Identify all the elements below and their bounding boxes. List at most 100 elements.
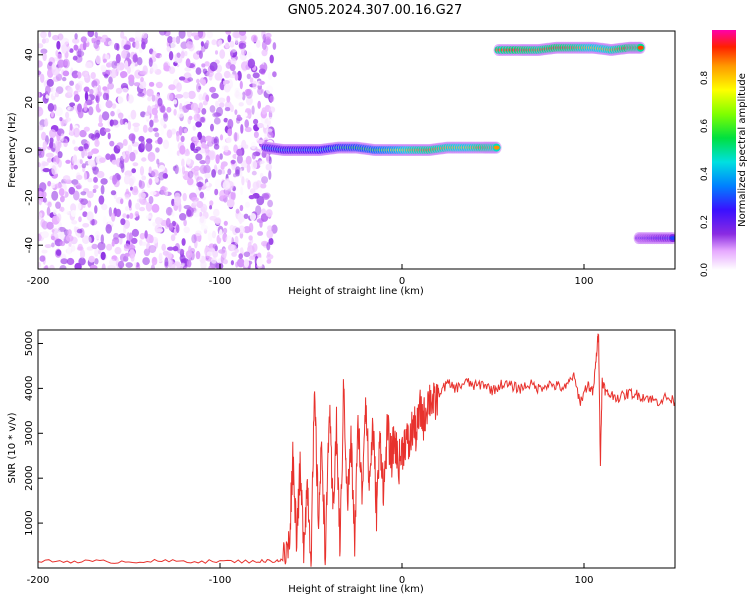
noise-speckle bbox=[211, 230, 217, 239]
noise-speckle bbox=[259, 64, 265, 70]
noise-speckle bbox=[44, 264, 49, 269]
noise-speckle bbox=[198, 50, 203, 59]
noise-speckle bbox=[40, 48, 48, 54]
noise-speckle bbox=[162, 139, 170, 150]
noise-speckle bbox=[245, 155, 252, 165]
noise-speckle bbox=[40, 31, 47, 39]
noise-speckle bbox=[223, 117, 229, 123]
noise-speckle bbox=[253, 131, 259, 139]
noise-speckle bbox=[93, 85, 98, 95]
y-tick-label: 20 bbox=[24, 96, 35, 109]
noise-speckle bbox=[98, 100, 105, 110]
noise-speckle bbox=[56, 213, 62, 223]
noise-speckle bbox=[172, 36, 177, 44]
colorbar-tick-label: 0.0 bbox=[700, 263, 710, 278]
noise-speckle bbox=[261, 107, 267, 115]
noise-speckle bbox=[179, 213, 187, 221]
noise-speckle bbox=[81, 149, 85, 159]
noise-speckle bbox=[102, 86, 108, 91]
noise-speckle bbox=[192, 125, 196, 131]
noise-speckle bbox=[165, 190, 169, 197]
noise-speckle bbox=[132, 54, 138, 63]
noise-speckle bbox=[106, 243, 113, 251]
x-tick-label: -200 bbox=[27, 276, 50, 287]
snr-x-label: Height of straight line (km) bbox=[288, 584, 424, 595]
noise-speckle bbox=[132, 185, 138, 193]
noise-speckle bbox=[77, 243, 83, 251]
noise-speckle bbox=[195, 121, 202, 128]
noise-speckle bbox=[78, 146, 84, 152]
noise-speckle bbox=[227, 34, 232, 43]
noise-speckle bbox=[105, 100, 113, 109]
noise-speckle bbox=[168, 223, 174, 231]
noise-speckle bbox=[94, 139, 100, 147]
noise-speckle bbox=[140, 241, 148, 246]
noise-speckle bbox=[257, 100, 262, 109]
noise-speckle bbox=[93, 184, 99, 190]
noise-speckle bbox=[111, 159, 118, 165]
noise-speckle bbox=[167, 36, 173, 44]
noise-speckle bbox=[155, 228, 164, 233]
noise-speckle bbox=[94, 248, 99, 257]
noise-speckle bbox=[246, 51, 252, 58]
noise-speckle bbox=[225, 235, 233, 244]
noise-speckle bbox=[85, 61, 93, 69]
noise-speckle bbox=[237, 70, 242, 81]
noise-speckle bbox=[178, 108, 185, 118]
noise-speckle bbox=[152, 222, 157, 227]
noise-speckle bbox=[73, 44, 79, 51]
noise-speckle bbox=[154, 132, 160, 138]
noise-speckle bbox=[91, 243, 98, 250]
noise-speckle bbox=[186, 209, 192, 218]
noise-speckle bbox=[137, 92, 145, 97]
noise-speckle bbox=[195, 146, 202, 151]
noise-speckle bbox=[77, 103, 82, 113]
noise-speckle bbox=[197, 131, 203, 141]
noise-speckle bbox=[107, 132, 111, 140]
noise-speckle bbox=[100, 66, 107, 73]
noise-speckle bbox=[52, 209, 57, 216]
noise-speckle bbox=[157, 137, 163, 145]
noise-speckle bbox=[158, 252, 163, 261]
noise-speckle bbox=[222, 180, 230, 191]
noise-speckle bbox=[251, 34, 258, 43]
noise-speckle bbox=[234, 109, 238, 115]
noise-speckle bbox=[257, 122, 264, 129]
colorbar: 0.0 0.2 0.4 0.6 0.8 Normalized spectral ampl… bbox=[700, 30, 748, 277]
noise-speckle bbox=[116, 174, 122, 181]
noise-speckle bbox=[234, 132, 238, 142]
noise-speckle bbox=[139, 166, 145, 176]
noise-speckle bbox=[156, 158, 160, 165]
noise-speckle bbox=[124, 60, 129, 70]
noise-speckle bbox=[94, 129, 100, 140]
noise-speckle bbox=[77, 80, 84, 86]
noise-speckle bbox=[181, 158, 185, 167]
noise-speckle bbox=[94, 258, 99, 265]
noise-speckle bbox=[233, 173, 237, 178]
noise-speckle bbox=[100, 184, 105, 195]
noise-speckle bbox=[67, 246, 72, 255]
noise-speckle bbox=[99, 157, 106, 163]
noise-speckle bbox=[129, 151, 136, 162]
noise-speckle bbox=[261, 40, 267, 51]
noise-speckle bbox=[250, 141, 257, 150]
noise-speckle bbox=[50, 182, 56, 189]
noise-speckle bbox=[98, 114, 103, 124]
noise-speckle bbox=[142, 124, 148, 133]
noise-speckle bbox=[196, 78, 200, 84]
noise-speckle bbox=[252, 80, 257, 90]
noise-speckle bbox=[82, 211, 88, 218]
noise-speckle bbox=[39, 255, 46, 262]
noise-speckle bbox=[61, 37, 70, 46]
noise-speckle bbox=[182, 188, 189, 194]
noise-speckle bbox=[239, 33, 247, 42]
ridge-core bbox=[637, 45, 644, 50]
noise-speckle bbox=[111, 240, 115, 247]
noise-speckle bbox=[106, 62, 112, 68]
noise-speckle bbox=[76, 174, 83, 180]
noise-speckle bbox=[108, 207, 112, 217]
noise-speckle bbox=[165, 206, 173, 216]
noise-speckle bbox=[237, 213, 245, 223]
noise-speckle bbox=[59, 240, 66, 247]
noise-speckle bbox=[236, 154, 243, 164]
